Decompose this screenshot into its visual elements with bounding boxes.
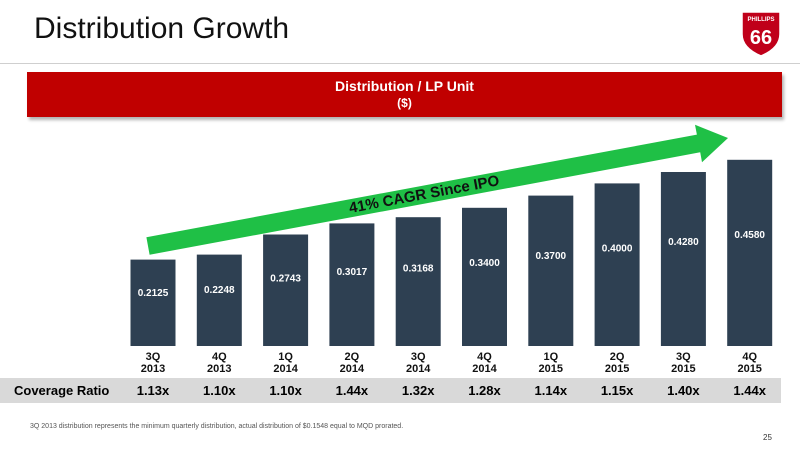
bar-value-label: 0.3017: [337, 267, 368, 278]
x-tick-label: 2Q 2015: [605, 351, 629, 375]
x-tick-year: 2013: [141, 363, 165, 375]
bars: 0.2125 0.2248 0.2743 0.3017 0.3168 0.3400 0.37…: [130, 159, 773, 346]
x-tick-quarter: 2Q: [345, 351, 360, 363]
x-tick-quarter: 1Q: [278, 351, 293, 363]
coverage-ratio-value: 1.14x: [534, 383, 568, 398]
bar-2q-2015: [594, 183, 640, 346]
bar-4q-2015: [727, 159, 773, 346]
bar-value-label: 0.2743: [270, 273, 301, 284]
x-tick-label: 3Q 2013: [141, 351, 165, 375]
growth-arrow: [146, 124, 728, 255]
bar-3q-2014: [395, 217, 441, 346]
coverage-ratio-label: Coverage Ratio: [14, 383, 110, 398]
page-title: Distribution Growth: [34, 12, 290, 45]
bar-value-label: 0.4580: [734, 230, 765, 241]
coverage-ratio-value: 1.15x: [600, 383, 634, 398]
x-tick-quarter: 4Q: [212, 351, 227, 363]
x-tick-label: 4Q 2015: [737, 351, 761, 375]
bar-value-label: 0.3168: [403, 263, 434, 274]
bar-value-label: 0.3700: [536, 251, 567, 262]
coverage-ratio-value: 1.32x: [401, 383, 435, 398]
bar-value-label: 0.4280: [668, 237, 699, 248]
coverage-ratio-value: 1.13x: [136, 383, 170, 398]
bar-value-label: 0.2125: [138, 288, 169, 299]
x-tick-quarter: 4Q: [742, 351, 757, 363]
chart-title: Distribution / LP Unit: [335, 78, 474, 94]
x-tick-quarter: 3Q: [411, 351, 426, 363]
bar-value-label: 0.3400: [469, 258, 500, 269]
coverage-ratio-value: 1.44x: [733, 383, 766, 398]
coverage-ratio-row: Coverage Ratio 1.13x 1.10x 1.10x 1.44x 1.32x…: [0, 378, 781, 403]
x-tick-label: 4Q 2014: [472, 351, 497, 375]
coverage-ratio-value: 1.40x: [667, 383, 700, 398]
x-tick-label: 1Q 2015: [539, 351, 563, 375]
bar-value-label: 0.2248: [204, 285, 235, 296]
x-tick-label: 2Q 2014: [340, 351, 365, 375]
x-tick-year: 2015: [671, 363, 695, 375]
coverage-ratio-value: 1.10x: [203, 383, 236, 398]
bar-2q-2014: [329, 223, 375, 346]
x-tick-year: 2015: [539, 363, 563, 375]
x-tick-year: 2014: [406, 363, 431, 375]
x-tick-label: 3Q 2014: [406, 351, 431, 375]
bar-3q-2015: [660, 172, 706, 346]
x-tick-label: 4Q 2013: [207, 351, 231, 375]
x-tick-label: 1Q 2014: [273, 351, 298, 375]
chart-title-banner: Distribution / LP Unit ($): [27, 72, 782, 117]
x-tick-year: 2015: [605, 363, 629, 375]
chart-unit: ($): [397, 96, 412, 110]
phillips66-logo: PHILLIPS 66: [741, 11, 781, 57]
bar-1q-2015: [528, 195, 574, 346]
bar-4q-2014: [462, 207, 507, 346]
svg-text:66: 66: [750, 27, 772, 49]
x-tick-year: 2014: [340, 363, 365, 375]
bar-4q-2013: [196, 254, 242, 346]
x-tick-quarter: 3Q: [676, 351, 691, 363]
page-number: 25: [763, 433, 772, 442]
x-tick-year: 2014: [273, 363, 298, 375]
svg-text:PHILLIPS: PHILLIPS: [747, 17, 774, 23]
x-tick-quarter: 2Q: [610, 351, 625, 363]
coverage-ratio-value: 1.10x: [269, 383, 302, 398]
coverage-ratio-value: 1.44x: [335, 383, 369, 398]
x-tick-quarter: 3Q: [146, 351, 161, 363]
x-tick-year: 2013: [207, 363, 231, 375]
cagr-arrow: [146, 124, 728, 255]
bar-3q-2013: [130, 259, 176, 346]
x-tick-year: 2015: [737, 363, 761, 375]
title-divider: [0, 63, 800, 64]
bar-1q-2014: [263, 234, 309, 346]
footnote: 3Q 2013 distribution represents the mini…: [30, 423, 404, 430]
x-tick-label: 3Q 2015: [671, 351, 695, 375]
x-tick-quarter: 1Q: [543, 351, 558, 363]
bar-value-label: 0.4000: [602, 244, 633, 255]
coverage-ratio-value: 1.28x: [468, 383, 501, 398]
distribution-bar-chart: 41% CAGR Since IPO 0.2125 0.22480.27430.3…: [130, 124, 773, 375]
x-tick-year: 2014: [472, 363, 497, 375]
x-tick-quarter: 4Q: [477, 351, 492, 363]
